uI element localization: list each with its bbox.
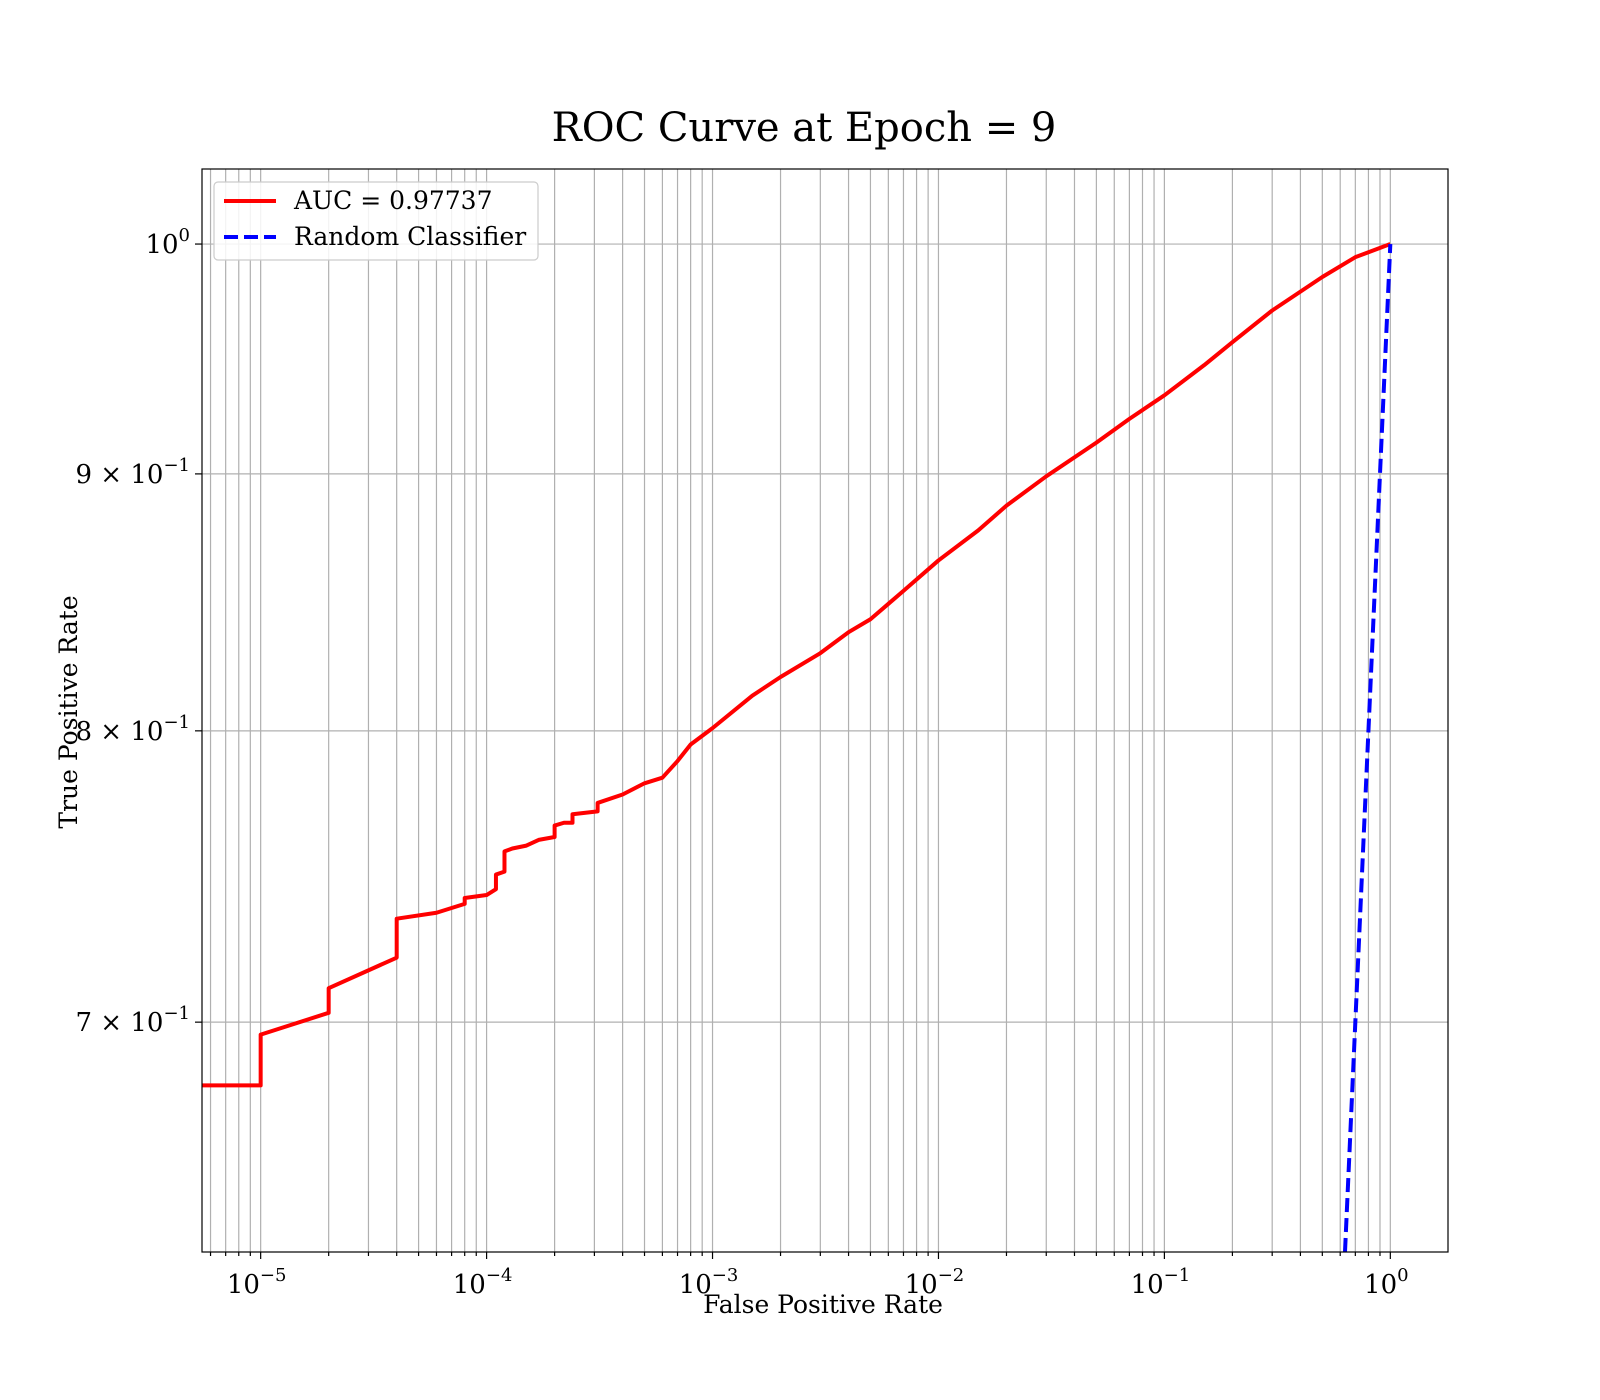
x-tick-label: 10−3 [679, 1265, 739, 1300]
grid [202, 169, 1448, 1252]
x-tick-label: 10−1 [1131, 1265, 1191, 1300]
x-tick-label: 10−4 [453, 1265, 513, 1300]
random-classifier-line [1342, 243, 1393, 1252]
x-axis-label: False Positive Rate [703, 1290, 943, 1319]
legend: AUC = 0.97737 Random Classifier [213, 181, 539, 261]
legend-label-random: Random Classifier [294, 222, 526, 251]
legend-label-auc: AUC = 0.97737 [293, 186, 492, 215]
y-tick-label: 9 × 10−1 [76, 455, 191, 490]
x-tick-label: 100 [1364, 1265, 1409, 1300]
x-tick-label: 10−5 [227, 1265, 287, 1300]
ticks: 10−5 10−4 10−3 10−2 10−1 100 7 × 10−1 8 × 10−1 9… [76, 225, 1409, 1300]
y-tick-label: 100 [145, 225, 190, 260]
y-axis-label: True Positive Rate [54, 595, 83, 828]
plot-frame [201, 168, 1449, 1253]
y-tick-label: 8 × 10−1 [76, 712, 191, 747]
y-tick-label: 7 × 10−1 [76, 1003, 191, 1038]
plot-lines [202, 242, 1393, 1252]
roc-curve-line [202, 242, 1392, 1088]
chart-title: ROC Curve at Epoch = 9 [552, 105, 1057, 151]
x-tick-label: 10−2 [905, 1265, 965, 1300]
legend-box [213, 181, 539, 261]
